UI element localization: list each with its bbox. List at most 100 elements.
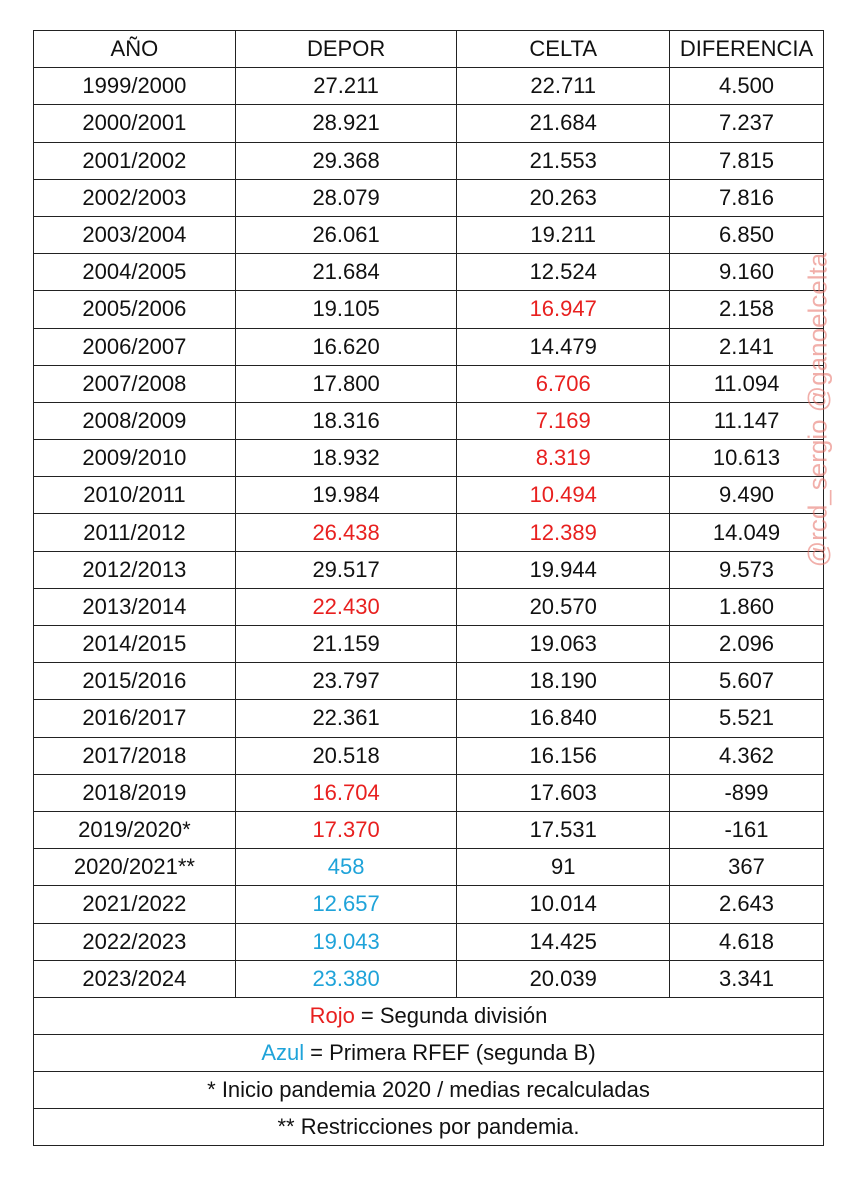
table-cell: 16.840 — [456, 699, 671, 738]
table-cell: 10.613 — [669, 439, 824, 478]
table-cell: 8.319 — [456, 439, 671, 478]
header-cell: DIFERENCIA — [669, 29, 824, 69]
note-cell: ** Restricciones por pandemia. — [33, 1107, 824, 1146]
table-cell: 22.430 — [234, 587, 458, 627]
table-cell: 2000/2001 — [33, 104, 236, 143]
table-cell: 2016/2017 — [33, 699, 236, 738]
table-cell: 20.570 — [456, 587, 671, 627]
table-cell: 14.479 — [456, 327, 671, 366]
table-row: 2022/2023 19.043 14.425 4.618 — [33, 922, 824, 961]
header-cell: AÑO — [33, 29, 236, 69]
table-cell: 2002/2003 — [33, 178, 236, 217]
table-cell: 14.049 — [669, 513, 824, 552]
table-cell: 91 — [456, 848, 671, 887]
table-row: 2019/2020* 17.370 17.531 -161 — [33, 810, 824, 850]
table-row: 2002/2003 28.079 20.263 7.816 — [33, 178, 824, 217]
table-cell: 28.079 — [234, 178, 458, 217]
table-row: 2010/2011 19.984 10.494 9.490 — [33, 476, 824, 515]
table-cell: 2001/2002 — [33, 141, 236, 180]
table-row: 2004/2005 21.684 12.524 9.160 — [33, 253, 824, 292]
table-row: 2013/2014 22.430 20.570 1.860 — [33, 587, 824, 627]
table-cell: 19.105 — [234, 290, 458, 329]
table-row: 2021/2022 12.657 10.014 2.643 — [33, 885, 824, 924]
table-cell: 17.603 — [456, 773, 671, 812]
table-cell: 2.141 — [669, 327, 824, 366]
note-text: * Inicio pandemia 2020 / medias recalcul… — [207, 1076, 650, 1102]
table-cell: 2.096 — [669, 624, 824, 664]
table-cell: 5.607 — [669, 662, 824, 701]
table-cell: 10.014 — [456, 885, 671, 924]
table-cell: 16.704 — [234, 773, 458, 812]
note-text: = Primera RFEF (segunda B) — [310, 1039, 596, 1065]
table-cell: 16.947 — [456, 290, 671, 329]
table-cell: 17.531 — [456, 810, 671, 850]
table-cell: -161 — [669, 810, 824, 850]
table-cell: 12.389 — [456, 513, 671, 552]
table-cell: 2004/2005 — [33, 253, 236, 292]
table-cell: 2012/2013 — [33, 550, 236, 589]
table-cell: 2021/2022 — [33, 885, 236, 924]
table-cell: 19.944 — [456, 550, 671, 589]
table-cell: 5.521 — [669, 699, 824, 738]
table-cell: 18.316 — [234, 401, 458, 441]
note-row: ** Restricciones por pandemia. — [33, 1107, 824, 1146]
table-cell: 2007/2008 — [33, 364, 236, 403]
table-cell: 7.237 — [669, 104, 824, 143]
table-cell: 20.039 — [456, 959, 671, 998]
header-cell: DEPOR — [234, 29, 458, 69]
table-cell: 9.160 — [669, 253, 824, 292]
table-row: 2005/2006 19.105 16.947 2.158 — [33, 290, 824, 329]
table-cell: 22.361 — [234, 699, 458, 738]
table-cell: 18.932 — [234, 439, 458, 478]
table-cell: 21.684 — [456, 104, 671, 143]
table-row: 2015/2016 23.797 18.190 5.607 — [33, 662, 824, 701]
table-cell: 2006/2007 — [33, 327, 236, 366]
table-cell: 2018/2019 — [33, 773, 236, 812]
table-cell: 2023/2024 — [33, 959, 236, 998]
note-row: Rojo = Segunda división — [33, 996, 824, 1035]
note-cell: Azul = Primera RFEF (segunda B) — [33, 1033, 824, 1072]
table-cell: 7.816 — [669, 178, 824, 217]
table-cell: 7.169 — [456, 401, 671, 441]
table-cell: 2003/2004 — [33, 215, 236, 255]
table-cell: 16.156 — [456, 736, 671, 775]
table-cell: 2010/2011 — [33, 476, 236, 515]
table-cell: 26.438 — [234, 513, 458, 552]
table-row: 2014/2015 21.159 19.063 2.096 — [33, 624, 824, 664]
table-cell: 19.063 — [456, 624, 671, 664]
table-row: 2011/2012 26.438 12.389 14.049 — [33, 513, 824, 552]
data-table: AÑO DEPOR CELTA DIFERENCIA 1999/2000 27.211 2… — [33, 29, 824, 1146]
table-cell: 2.643 — [669, 885, 824, 924]
table-row: 2003/2004 26.061 19.211 6.850 — [33, 215, 824, 255]
table-cell: 2005/2006 — [33, 290, 236, 329]
table-cell: 29.368 — [234, 141, 458, 180]
table-cell: 10.494 — [456, 476, 671, 515]
table-cell: 21.159 — [234, 624, 458, 664]
table-cell: 12.524 — [456, 253, 671, 292]
table-cell: 2022/2023 — [33, 922, 236, 961]
table-row: 2001/2002 29.368 21.553 7.815 — [33, 141, 824, 180]
table-cell: 3.341 — [669, 959, 824, 998]
note-key: Azul — [261, 1039, 305, 1065]
table-cell: 21.553 — [456, 141, 671, 180]
table-cell: 2013/2014 — [33, 587, 236, 627]
note-row: Azul = Primera RFEF (segunda B) — [33, 1033, 824, 1072]
table-cell: 1.860 — [669, 587, 824, 627]
table-cell: 20.263 — [456, 178, 671, 217]
table-cell: 9.490 — [669, 476, 824, 515]
table-row: 2017/2018 20.518 16.156 4.362 — [33, 736, 824, 775]
table-cell: 2011/2012 — [33, 513, 236, 552]
table-cell: 27.211 — [234, 67, 458, 106]
table-cell: 22.711 — [456, 67, 671, 106]
table-cell: 23.797 — [234, 662, 458, 701]
table-row: 2023/2024 23.380 20.039 3.341 — [33, 959, 824, 998]
note-text: ** Restricciones por pandemia. — [277, 1113, 580, 1139]
table-cell: 2020/2021** — [33, 848, 236, 887]
table-cell: 7.815 — [669, 141, 824, 180]
table-row: 1999/2000 27.211 22.711 4.500 — [33, 67, 824, 106]
table-cell: 19.984 — [234, 476, 458, 515]
table-cell: 6.706 — [456, 364, 671, 403]
watermark: @rcd_sergio @ganoelcelta — [802, 252, 833, 568]
table-cell: 4.500 — [669, 67, 824, 106]
